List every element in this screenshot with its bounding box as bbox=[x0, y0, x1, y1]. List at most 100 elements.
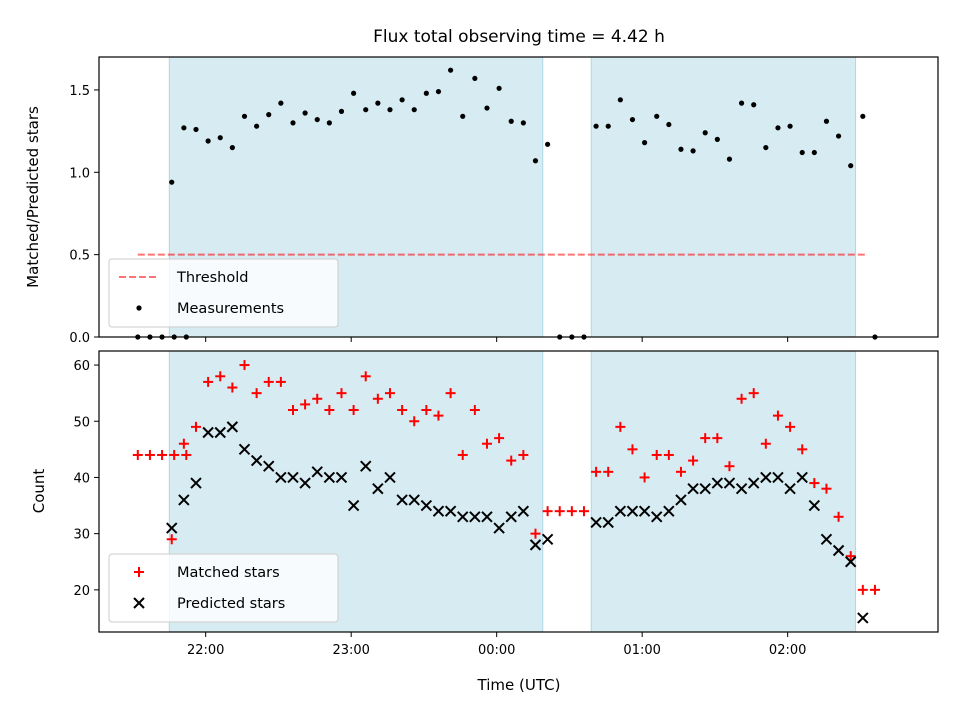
observing-window-2 bbox=[590, 56, 857, 338]
predicted-stars-point bbox=[820, 533, 833, 545]
matched-stars-point bbox=[469, 405, 480, 416]
matched-stars-point bbox=[169, 449, 180, 460]
predicted-stars-point bbox=[396, 494, 408, 506]
measurements-point bbox=[823, 118, 830, 124]
y-tick-label: 30 bbox=[73, 528, 90, 543]
predicted-stars-point bbox=[202, 426, 214, 439]
predicted-stars-point bbox=[408, 494, 420, 506]
matched-stars-point bbox=[409, 416, 420, 427]
measurements-point bbox=[363, 107, 369, 113]
predicted-stars-point bbox=[323, 471, 336, 484]
matched-stars-point bbox=[445, 388, 456, 399]
legend-label: Threshold bbox=[176, 270, 248, 286]
matched-stars-point bbox=[688, 455, 699, 466]
matched-stars-point bbox=[530, 528, 541, 539]
matched-stars-point bbox=[857, 584, 868, 595]
matched-stars-point bbox=[675, 466, 686, 477]
matched-stars-point bbox=[300, 399, 311, 410]
measurements-point bbox=[351, 90, 357, 96]
predicted-stars-point bbox=[432, 505, 445, 517]
matched-stars-point bbox=[554, 506, 565, 517]
predicted-stars-point bbox=[275, 471, 287, 484]
measurements-point bbox=[375, 100, 381, 106]
measurements-point bbox=[654, 113, 660, 119]
predicted-stars-point bbox=[250, 454, 263, 467]
measurements-point bbox=[484, 105, 490, 111]
matched-stars-point bbox=[712, 433, 723, 444]
measurements-point bbox=[726, 156, 733, 162]
legend-label: Predicted stars bbox=[177, 596, 285, 612]
legend-label: Measurements bbox=[177, 301, 284, 317]
matched-stars-point bbox=[263, 376, 274, 387]
x-tick-label: 00:00 bbox=[478, 643, 515, 658]
predicted-stars-point bbox=[796, 471, 808, 484]
measurements-point bbox=[835, 133, 842, 139]
matched-stars-point bbox=[227, 382, 238, 393]
matched-stars-point bbox=[833, 511, 844, 522]
chart-title: Flux total observing time = 4.42 h bbox=[373, 27, 665, 47]
matched-stars-point bbox=[760, 438, 771, 449]
measurements-point bbox=[738, 100, 745, 106]
predicted-stars-point bbox=[760, 471, 772, 484]
measurements-point bbox=[266, 112, 272, 118]
measurements-point bbox=[181, 125, 187, 131]
y-tick-label: 0.5 bbox=[69, 249, 90, 264]
measurements-point bbox=[229, 144, 235, 151]
x-axis-label: Time (UTC) bbox=[477, 676, 561, 694]
predicted-stars-point bbox=[360, 460, 372, 472]
predicted-stars-point bbox=[384, 471, 396, 484]
x-tick-label: 02:00 bbox=[769, 643, 806, 658]
observing-window-2 bbox=[590, 350, 857, 633]
measurements-point bbox=[605, 123, 611, 129]
matched-stars-point bbox=[457, 449, 468, 460]
predicted-stars-point bbox=[638, 505, 651, 517]
matched-stars-point bbox=[845, 551, 856, 562]
predicted-stars-point bbox=[238, 443, 251, 456]
predicted-stars-point bbox=[675, 494, 687, 506]
matched-stars-point bbox=[181, 449, 192, 460]
measurements-point bbox=[520, 120, 526, 126]
x-tick-label: 01:00 bbox=[623, 643, 660, 658]
measurements-point bbox=[314, 116, 320, 123]
measurements-point bbox=[593, 123, 599, 129]
matched-stars-point bbox=[178, 438, 189, 449]
matched-stars-point bbox=[797, 444, 808, 455]
measurements-point bbox=[848, 163, 854, 169]
predicted-stars-point bbox=[178, 494, 190, 506]
measurements-point bbox=[472, 75, 478, 82]
measurements-point bbox=[460, 113, 466, 119]
measurements-point bbox=[702, 130, 708, 136]
measurements-point bbox=[860, 113, 866, 119]
predicted-stars-point bbox=[590, 516, 602, 529]
measurements-point bbox=[666, 121, 672, 128]
predicted-stars-point bbox=[529, 539, 542, 551]
predicted-stars-point bbox=[335, 471, 348, 484]
measurements-point bbox=[787, 123, 793, 129]
measurements-point bbox=[496, 85, 502, 91]
ratio-panel-frame bbox=[98, 56, 939, 338]
measurements-point bbox=[641, 140, 648, 146]
y-tick-label: 1.5 bbox=[69, 84, 90, 99]
legend-label: Matched stars bbox=[177, 565, 280, 581]
y-tick-label: 40 bbox=[73, 471, 90, 486]
predicted-stars-point bbox=[699, 482, 711, 495]
matched-stars-point bbox=[506, 455, 517, 466]
predicted-stars-point bbox=[287, 471, 299, 484]
measurements-point bbox=[629, 116, 636, 123]
predicted-stars-point bbox=[687, 482, 699, 495]
matched-stars-point bbox=[132, 449, 143, 460]
matched-stars-point bbox=[144, 449, 155, 460]
measurements-point bbox=[690, 148, 696, 154]
predicted-stars-point bbox=[541, 533, 554, 545]
predicted-stars-point bbox=[626, 505, 639, 517]
matched-stars-point bbox=[372, 393, 383, 404]
y-tick-label: 50 bbox=[73, 415, 90, 430]
matched-stars-point bbox=[772, 410, 783, 421]
predicted-stars-point bbox=[602, 516, 614, 529]
predicted-stars-point bbox=[857, 612, 869, 624]
measurements-point bbox=[326, 120, 332, 126]
matched-stars-point bbox=[239, 360, 250, 371]
predicted-stars-point bbox=[372, 482, 384, 495]
predicted-stars-point bbox=[311, 466, 323, 478]
measurements-point bbox=[217, 135, 223, 141]
